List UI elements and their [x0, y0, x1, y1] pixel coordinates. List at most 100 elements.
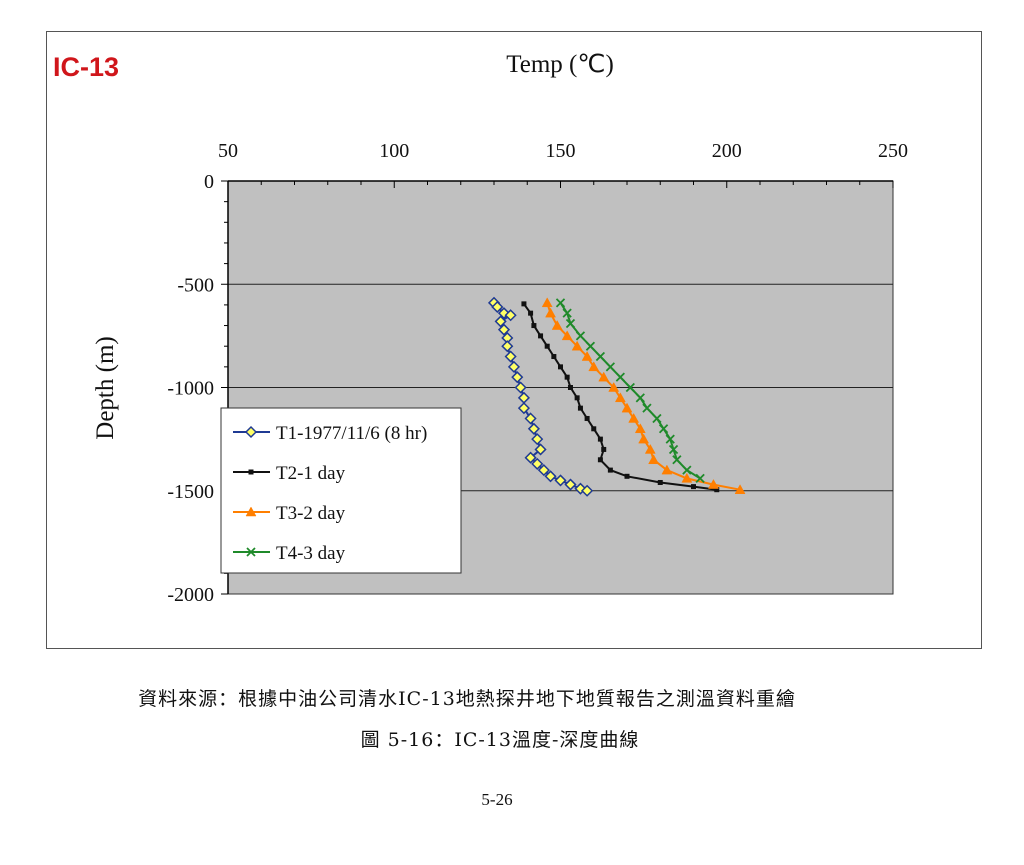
series-4 — [555, 298, 705, 483]
data-point — [588, 361, 600, 372]
data-point — [555, 298, 566, 308]
data-point — [734, 484, 746, 494]
data-point — [491, 300, 504, 314]
data-point — [575, 331, 586, 341]
data-point — [531, 433, 544, 446]
data-point — [521, 301, 527, 307]
data-point — [644, 443, 656, 454]
data-point — [597, 457, 603, 463]
data-point — [584, 415, 590, 421]
legend-box — [220, 407, 462, 574]
data-point — [524, 412, 537, 425]
y-tick-label: -1500 — [167, 481, 214, 503]
data-point — [598, 371, 610, 382]
data-point — [524, 451, 537, 464]
data-point — [581, 351, 593, 361]
data-point — [534, 443, 547, 456]
data-point — [541, 297, 553, 308]
legend-marker — [248, 469, 254, 475]
data-point — [608, 381, 620, 392]
y-tick-label: -500 — [177, 274, 214, 296]
series-1 — [487, 296, 594, 497]
legend-marker — [246, 547, 256, 557]
data-point — [714, 487, 720, 493]
y-tick-label: 0 — [204, 171, 214, 193]
legend: T1-1977/11/6 (8 hr) T2-1 day T3-2 day T4-3 … — [220, 407, 462, 574]
data-point — [507, 360, 521, 373]
data-point — [528, 310, 534, 316]
y-tick-label: -1000 — [167, 378, 214, 400]
x-tick-label: 50 — [218, 140, 238, 162]
data-point — [544, 343, 550, 349]
data-point — [565, 318, 576, 329]
data-point — [635, 393, 645, 403]
data-point — [661, 464, 673, 475]
x-tick-label: 250 — [878, 140, 908, 162]
figure-caption: 圖 5-16：IC-13溫度-深度曲線 — [360, 729, 640, 751]
legend-label: T4-3 day — [276, 543, 346, 564]
data-point — [638, 433, 650, 444]
y-tick-label: -2000 — [167, 584, 214, 606]
data-point — [531, 457, 544, 470]
legend-item: T3-2 day — [233, 503, 346, 524]
data-point — [681, 472, 693, 483]
data-point — [695, 473, 705, 483]
data-point — [571, 340, 583, 351]
data-point — [531, 323, 537, 329]
x-tick-label: 150 — [546, 140, 576, 162]
data-point — [585, 341, 596, 351]
data-point — [567, 385, 573, 390]
data-point — [561, 330, 573, 341]
data-point — [537, 464, 550, 477]
data-point — [642, 403, 652, 413]
data-point — [591, 426, 597, 432]
legend-marker — [244, 425, 258, 439]
legend-item: T1-1977/11/6 (8 hr) — [233, 423, 427, 444]
data-point — [648, 454, 660, 465]
data-point — [554, 474, 567, 487]
data-point — [615, 372, 625, 382]
data-point — [517, 402, 530, 415]
legend-label: T1-1977/11/6 (8 hr) — [276, 423, 427, 444]
data-point — [514, 381, 527, 394]
legend-label: T3-2 day — [276, 503, 346, 524]
data-point — [581, 484, 594, 497]
data-point — [595, 351, 606, 362]
page-number: 5-26 — [481, 790, 513, 809]
legend-marker — [245, 506, 257, 517]
data-point — [682, 465, 692, 475]
data-point — [605, 362, 616, 372]
data-point — [551, 354, 557, 360]
data-point — [577, 405, 583, 411]
data-point — [574, 395, 580, 401]
data-point — [497, 323, 511, 336]
data-point — [658, 424, 669, 434]
data-point — [614, 392, 626, 403]
x-tick-label: 100 — [379, 140, 409, 162]
data-point — [652, 413, 662, 424]
data-point — [672, 455, 682, 465]
data-point — [708, 479, 719, 489]
data-point — [624, 473, 630, 479]
data-point — [628, 412, 640, 423]
data-point — [564, 374, 570, 380]
data-point — [551, 320, 563, 330]
data-point — [494, 315, 507, 328]
y-axis-title: Depth (m) — [92, 336, 119, 439]
data-point — [597, 436, 603, 442]
data-point — [545, 307, 556, 318]
data-point — [504, 350, 517, 363]
data-point — [665, 434, 675, 444]
data-point — [504, 309, 517, 322]
x-tick-label: 200 — [712, 140, 742, 162]
source-note: 資料來源：根據中油公司清水IC-13地熱探井地下地質報告之測溫資料重繪 — [138, 688, 796, 710]
data-point — [621, 402, 633, 413]
data-point — [564, 478, 577, 491]
data-point — [558, 364, 563, 370]
series-3 — [541, 297, 746, 494]
data-point — [544, 470, 557, 483]
data-point — [501, 340, 514, 353]
data-point — [691, 484, 696, 490]
legend-label: T2-1 day — [276, 463, 346, 484]
data-point — [668, 444, 679, 455]
